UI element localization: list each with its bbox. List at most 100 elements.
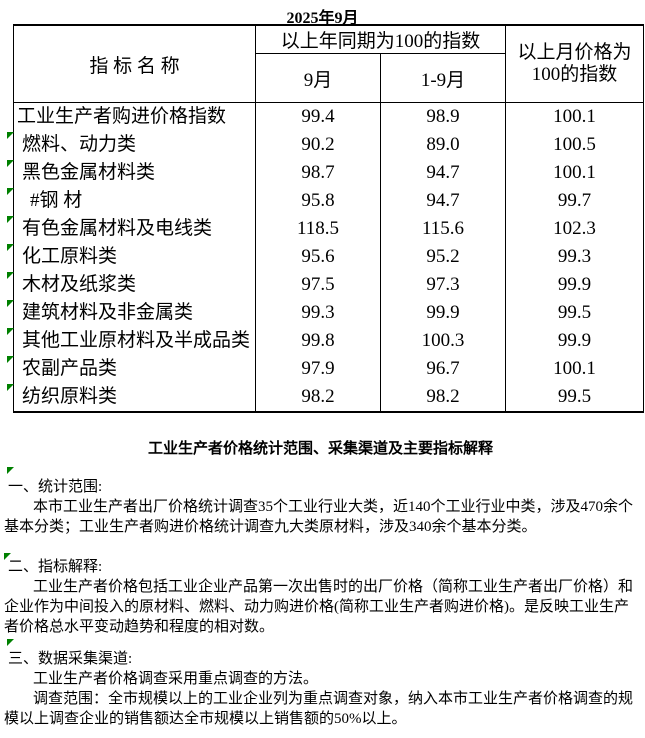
index-value-cell: 115.6 xyxy=(379,215,507,243)
cell-flag-triangle-icon xyxy=(7,160,14,167)
index-value-cell: 99.9 xyxy=(505,271,645,299)
indicator-label-cell: 其他工业原材料及半成品类 xyxy=(7,327,256,355)
index-value-cell: 99.4 xyxy=(255,102,381,131)
note-section: 一、统计范围: 本市工业生产者出厂价格统计调查35个工业行业大类，近140个工业行… xyxy=(2,467,639,537)
index-value-cell: 98.9 xyxy=(379,102,507,131)
index-value-cell: 99.5 xyxy=(505,383,645,412)
index-value-cell: 98.7 xyxy=(255,159,381,187)
indicator-label: 化工原料类 xyxy=(22,246,118,267)
note-text-line: 调查范围：全市规模以上的工业企业列为重点调查对象，纳入本市工业生产者价格调查的规 xyxy=(33,691,634,707)
index-value-cell: 96.7 xyxy=(379,355,507,383)
table-row: 纺织原料类 98.2 98.2 99.5 xyxy=(7,383,645,412)
notes-section: 工业生产者价格统计范围、采集渠道及主要指标解释 一、统计范围: 本市工业生产者出厂… xyxy=(0,439,645,729)
note-text-line: 本市工业生产者出厂价格统计调查35个工业行业大类，近140个工业行业中类，涉及4… xyxy=(33,499,634,515)
index-value-cell: 98.2 xyxy=(255,383,381,412)
index-value-cell: 97.3 xyxy=(379,271,507,299)
index-value-cell: 99.3 xyxy=(255,299,381,327)
indicator-label: 燃料、动力类 xyxy=(22,134,137,155)
table-row: 工业生产者购进价格指数 99.4 98.9 100.1 xyxy=(13,102,645,131)
index-value-cell: 99.8 xyxy=(255,327,381,355)
index-value-cell: 97.9 xyxy=(255,355,381,383)
indicator-label-cell: 建筑材料及非金属类 xyxy=(7,299,256,327)
indicator-label-cell: 燃料、动力类 xyxy=(7,131,256,159)
index-value-cell: 99.3 xyxy=(505,243,645,271)
index-value-cell: 102.3 xyxy=(505,215,645,243)
index-value-cell: 100.1 xyxy=(505,102,645,131)
price-index-table: 指 标 名 称 以上年同期为100的指数 以上月价格为100的指数 9月 1-9… xyxy=(7,24,645,413)
indicator-label-cell: 黑色金属材料类 xyxy=(7,159,256,187)
ytd-column-header: 1-9月 xyxy=(379,53,507,103)
table-row: 燃料、动力类 90.2 89.0 100.5 xyxy=(7,131,645,159)
index-value-cell: 95.6 xyxy=(255,243,381,271)
index-value-cell: 99.7 xyxy=(505,187,645,215)
index-value-cell: 100.5 xyxy=(505,131,645,159)
index-value-cell: 94.7 xyxy=(379,159,507,187)
index-value-cell: 90.2 xyxy=(255,131,381,159)
table-row: 农副产品类 97.9 96.7 100.1 xyxy=(7,355,645,383)
indicator-label: #钢 材 xyxy=(30,190,83,211)
note-text-line: 工业生产者价格调查采用重点调查的方法。 xyxy=(33,671,319,687)
index-value-cell: 89.0 xyxy=(379,131,507,159)
indicator-label-cell: 有色金属材料及电线类 xyxy=(7,215,256,243)
cell-flag-triangle-icon xyxy=(7,188,14,195)
index-value-cell: 95.8 xyxy=(255,187,381,215)
note-section-title: 二、指标解释: xyxy=(8,559,103,575)
note-section: 三、数据采集渠道: 工业生产者价格调查采用重点调查的方法。调查范围：全市规模以上的… xyxy=(2,639,639,729)
mom-index-header: 以上月价格为100的指数 xyxy=(505,25,645,103)
note-text-line: 者价格总水平变动趋势和程度的相对数。 xyxy=(4,619,275,635)
index-value-cell: 100.1 xyxy=(505,159,645,187)
indicator-label: 建筑材料及非金属类 xyxy=(22,302,194,323)
cell-flag-triangle-icon xyxy=(7,132,14,139)
index-value-cell: 99.9 xyxy=(379,299,507,327)
note-flag-triangle-icon xyxy=(7,467,14,474)
note-section-title: 一、统计范围: xyxy=(8,479,103,495)
note-text-line: 企业作为中间投入的原材料、燃料、动力购进价格(简称工业生产者购进价格)。是反映工… xyxy=(4,599,629,615)
index-value-cell: 99.9 xyxy=(505,327,645,355)
note-text-line: 基本分类；工业生产者购进价格统计调查九大类原材料，涉及340余个基本分类。 xyxy=(4,519,537,535)
cell-flag-triangle-icon xyxy=(7,300,14,307)
note-section-title: 三、数据采集渠道: xyxy=(8,651,133,667)
cell-flag-triangle-icon xyxy=(7,328,14,335)
cell-flag-triangle-icon xyxy=(7,216,14,223)
yoy-index-group-header: 以上年同期为100的指数 xyxy=(254,25,507,54)
cell-flag-triangle-icon xyxy=(7,272,14,279)
report-period-title: 2025年9月 xyxy=(286,10,359,27)
index-value-cell: 100.1 xyxy=(505,355,645,383)
table-row: 其他工业原材料及半成品类 99.8 100.3 99.9 xyxy=(7,327,645,355)
note-section: 二、指标解释: 工业生产者价格包括工业企业产品第一次出售时的出厂价格（简称工业生产… xyxy=(2,553,639,637)
cell-flag-triangle-icon xyxy=(7,244,14,251)
table-row: #钢 材 95.8 94.7 99.7 xyxy=(7,187,645,215)
table-row: 黑色金属材料类 98.7 94.7 100.1 xyxy=(7,159,645,187)
index-value-cell: 118.5 xyxy=(255,215,381,243)
table-row: 木材及纸浆类 97.5 97.3 99.9 xyxy=(7,271,645,299)
note-text-line: 工业生产者价格包括工业企业产品第一次出售时的出厂价格（简称工业生产者出厂价格）和 xyxy=(33,579,634,595)
cell-flag-triangle-icon xyxy=(7,384,14,391)
index-value-cell: 94.7 xyxy=(379,187,507,215)
month-column-header: 9月 xyxy=(255,53,381,103)
indicator-label: 工业生产者购进价格指数 xyxy=(17,106,227,127)
indicator-label: 纺织原料类 xyxy=(22,386,118,407)
note-flag-triangle-icon xyxy=(7,639,14,646)
note-flag-triangle-icon xyxy=(4,553,11,560)
table-row: 有色金属材料及电线类 118.5 115.6 102.3 xyxy=(7,215,645,243)
index-value-cell: 98.2 xyxy=(379,383,507,412)
indicator-label-cell: 化工原料类 xyxy=(7,243,256,271)
indicator-label: 木材及纸浆类 xyxy=(22,274,137,295)
cell-flag-triangle-icon xyxy=(7,356,14,363)
indicator-label-cell: 农副产品类 xyxy=(7,355,256,383)
indicator-label: 黑色金属材料类 xyxy=(22,162,156,183)
index-value-cell: 95.2 xyxy=(379,243,507,271)
index-value-cell: 97.5 xyxy=(255,271,381,299)
indicator-label-cell: 工业生产者购进价格指数 xyxy=(13,102,256,131)
table-row: 化工原料类 95.6 95.2 99.3 xyxy=(7,243,645,271)
index-value-cell: 100.3 xyxy=(379,327,507,355)
index-value-cell: 99.5 xyxy=(505,299,645,327)
indicator-label: 其他工业原材料及半成品类 xyxy=(22,330,251,351)
notes-heading: 工业生产者价格统计范围、采集渠道及主要指标解释 xyxy=(147,441,493,457)
indicator-label: 农副产品类 xyxy=(22,358,118,379)
indicator-label-cell: 纺织原料类 xyxy=(7,383,256,412)
note-text-line: 模以上调查企业的销售额达全市规模以上销售额的50%以上。 xyxy=(4,711,407,727)
indicator-label: 有色金属材料及电线类 xyxy=(22,218,213,239)
indicator-label-cell: 木材及纸浆类 xyxy=(7,271,256,299)
